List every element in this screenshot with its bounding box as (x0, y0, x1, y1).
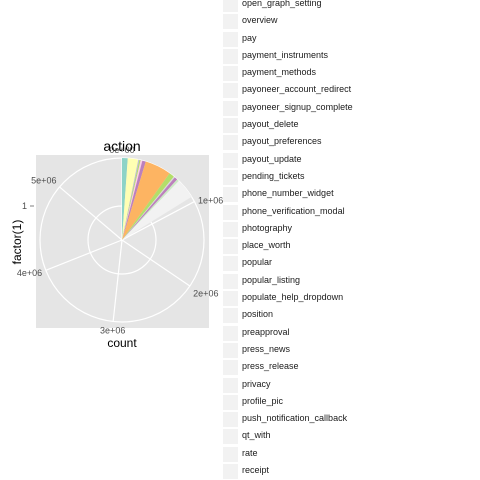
pie-slice (122, 159, 140, 240)
legend-key (223, 100, 238, 116)
legend-key (223, 273, 238, 289)
grid-spoke (59, 186, 123, 241)
pie-slice (122, 180, 192, 240)
pie-slice (122, 158, 139, 240)
legend-label: payout_update (242, 153, 302, 164)
legend-key (223, 118, 238, 134)
legend-label: press_release (242, 361, 299, 372)
legend-key (223, 31, 238, 47)
pie-slice (122, 176, 175, 240)
legend-label: phone_verification_modal (242, 205, 345, 216)
legend-label: qt_with (242, 430, 271, 441)
legend-label: rate (242, 447, 258, 458)
legend-key (223, 187, 238, 203)
legend-key (223, 377, 238, 393)
pie-slice (122, 173, 174, 240)
x-axis-label: count (107, 336, 137, 350)
legend-label: payoneer_signup_complete (242, 101, 353, 112)
legend-key (223, 0, 238, 12)
pie-slice (122, 177, 178, 240)
legend-label: open_graph_setting (242, 0, 322, 8)
legend-key (223, 48, 238, 64)
grid-spoke (121, 239, 191, 287)
legend-label: privacy (242, 378, 271, 389)
legend-key (223, 394, 238, 410)
legend-label: populate_help_dropdown (242, 292, 344, 303)
pie-slice (122, 159, 141, 240)
legend-key (223, 221, 238, 237)
legend-label: place_worth (242, 240, 291, 251)
legend-key (223, 66, 238, 82)
radial-tick-label: 3e+06 (100, 325, 125, 335)
legend-key (223, 152, 238, 168)
legend-label: preapproval (242, 326, 290, 337)
legend-label: photography (242, 222, 293, 233)
legend-key (223, 325, 238, 341)
legend-key (223, 83, 238, 99)
legend-key (223, 464, 238, 480)
legend-label: payment_instruments (242, 49, 329, 60)
legend-key (223, 291, 238, 307)
pie-slice (122, 160, 143, 240)
legend-label: pay (242, 32, 257, 43)
legend-label: payout_preferences (242, 136, 322, 147)
legend-label: payment_methods (242, 67, 317, 78)
grid-spoke (112, 239, 123, 322)
radial-tick-label: 0e+00 (109, 145, 134, 155)
legend-label: payoneer_account_redirect (242, 84, 352, 95)
legend-key (223, 429, 238, 445)
legend-key (223, 256, 238, 272)
legend-label: overview (242, 15, 278, 26)
radial-tick-label: 5e+06 (31, 175, 56, 185)
legend-key (223, 239, 238, 255)
radial-tick-label: 1e+06 (198, 196, 223, 206)
pie-slice (122, 158, 130, 240)
legend-label: payout_delete (242, 119, 299, 130)
legend-key (223, 169, 238, 185)
pie-slice (122, 158, 128, 240)
legend-key (223, 308, 238, 324)
legend-label: popular_listing (242, 274, 301, 285)
legend-label: phone_number_widget (242, 188, 334, 199)
radial-tick-label: 4e+06 (17, 268, 42, 278)
legend-key (223, 446, 238, 462)
pie-slice (122, 160, 146, 240)
legend-label: press_news (242, 343, 291, 354)
radial-tick-label: 2e+06 (193, 288, 218, 298)
legend-key (223, 360, 238, 376)
legend-label: receipt (242, 465, 270, 476)
pie-slice (122, 179, 179, 240)
y-tick-label: 1 (22, 201, 27, 211)
grid-spoke (121, 201, 195, 241)
legend-key (223, 342, 238, 358)
y-axis-label: factor(1) (10, 220, 24, 265)
legend-label: push_notification_callback (242, 413, 348, 424)
legend-label: popular (242, 257, 273, 268)
legend-key (223, 204, 238, 220)
legend-label: profile_pic (242, 395, 284, 406)
grid-spoke (45, 239, 123, 271)
legend-label: pending_tickets (242, 170, 305, 181)
chart-title: action (103, 138, 140, 154)
legend-key (223, 14, 238, 30)
pie-slice (122, 161, 170, 240)
legend-key (223, 412, 238, 428)
legend-key (223, 135, 238, 151)
legend-label: position (242, 309, 274, 320)
